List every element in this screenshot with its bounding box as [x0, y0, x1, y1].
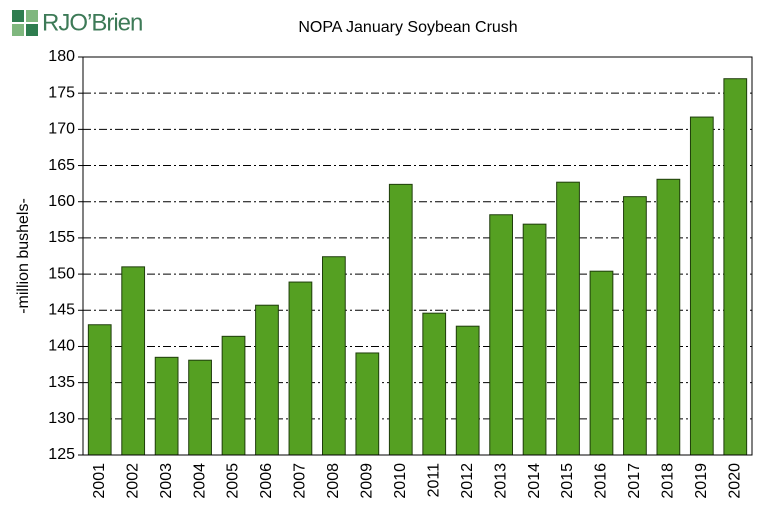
y-tick-label: 160	[48, 193, 75, 210]
x-tick-label: 2004	[191, 463, 208, 499]
bar	[154, 356, 179, 456]
bar	[689, 116, 714, 456]
x-tick-label: 2007	[292, 463, 309, 499]
bar	[556, 181, 580, 456]
bar	[188, 359, 212, 456]
logo-icon	[26, 24, 38, 36]
bar	[121, 266, 146, 456]
bar	[656, 178, 681, 456]
x-tick-label: 2020	[726, 463, 743, 499]
logo: RJO’Brien	[12, 9, 143, 36]
x-tick-label: 2019	[693, 463, 710, 499]
bar	[422, 312, 447, 456]
y-tick-label: 165	[48, 157, 75, 174]
y-tick-label: 125	[48, 446, 75, 463]
x-tick-label: 2016	[593, 463, 610, 499]
y-tick-label: 155	[48, 229, 75, 246]
logo-icon	[12, 24, 24, 36]
x-tick-label: 2012	[459, 463, 476, 499]
y-tick-label: 140	[48, 338, 75, 355]
x-tick-label: 2010	[392, 463, 409, 499]
plot-border	[82, 56, 753, 456]
x-tick-label: 2009	[359, 463, 376, 499]
bar	[522, 223, 547, 456]
y-tick-label: 145	[48, 301, 75, 318]
x-tick-label: 2017	[626, 463, 643, 499]
y-tick-label: 170	[48, 121, 75, 138]
x-tick-label: 2003	[158, 463, 175, 499]
y-tick-label: 135	[48, 374, 75, 391]
bar	[255, 304, 279, 456]
y-tick-label: 180	[48, 48, 75, 65]
x-tick-label: 2014	[526, 463, 543, 499]
bar	[221, 335, 246, 456]
x-tick-label: 2008	[325, 463, 342, 499]
y-tick-label: 175	[48, 84, 75, 101]
bar	[623, 196, 647, 456]
bar	[489, 214, 513, 456]
chart-title: NOPA January Soybean Crush	[298, 19, 517, 36]
x-tick-label: 2001	[91, 463, 108, 499]
bar	[455, 325, 480, 456]
bar	[723, 78, 748, 456]
y-tick-label: 150	[48, 265, 75, 282]
x-tick-label: 2005	[225, 463, 242, 499]
y-tick-label: 130	[48, 410, 75, 427]
bar	[355, 352, 380, 456]
y-axis-label: -million bushels-	[15, 198, 32, 314]
bar	[388, 183, 413, 456]
bar	[589, 270, 614, 456]
bar	[87, 324, 112, 456]
x-tick-label: 2013	[492, 463, 509, 499]
x-tick-label: 2011	[425, 463, 442, 498]
bar	[288, 281, 313, 456]
x-tick-label: 2018	[660, 463, 677, 499]
logo-icon	[12, 10, 24, 22]
x-tick-label: 2006	[258, 463, 275, 499]
logo-text: RJO’Brien	[42, 9, 142, 36]
logo-icon	[26, 10, 38, 22]
x-tick-label: 2002	[124, 463, 141, 499]
bar	[322, 256, 346, 456]
x-tick-label: 2015	[559, 463, 576, 499]
